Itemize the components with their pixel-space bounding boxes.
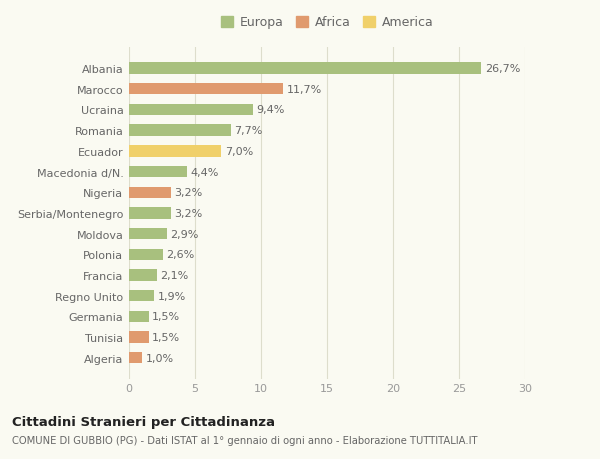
Text: 9,4%: 9,4% <box>256 105 285 115</box>
Text: 1,5%: 1,5% <box>152 312 180 322</box>
Text: 1,9%: 1,9% <box>157 291 185 301</box>
Text: 2,1%: 2,1% <box>160 270 188 280</box>
Bar <box>129 332 149 343</box>
Text: 1,0%: 1,0% <box>146 353 173 363</box>
Bar <box>129 187 171 198</box>
Text: 7,0%: 7,0% <box>224 146 253 157</box>
Bar <box>129 105 253 116</box>
Text: 2,6%: 2,6% <box>167 250 195 260</box>
Bar <box>129 125 230 136</box>
Bar <box>129 84 283 95</box>
Text: 11,7%: 11,7% <box>287 84 322 95</box>
Legend: Europa, Africa, America: Europa, Africa, America <box>215 11 439 34</box>
Bar <box>129 146 221 157</box>
Bar <box>129 167 187 178</box>
Text: 1,5%: 1,5% <box>152 332 180 342</box>
Bar <box>129 291 154 302</box>
Bar <box>129 311 149 322</box>
Text: COMUNE DI GUBBIO (PG) - Dati ISTAT al 1° gennaio di ogni anno - Elaborazione TUT: COMUNE DI GUBBIO (PG) - Dati ISTAT al 1°… <box>12 435 478 445</box>
Text: Cittadini Stranieri per Cittadinanza: Cittadini Stranieri per Cittadinanza <box>12 415 275 428</box>
Bar <box>129 63 481 74</box>
Bar <box>129 270 157 281</box>
Text: 3,2%: 3,2% <box>175 208 203 218</box>
Bar <box>129 229 167 240</box>
Bar <box>129 249 163 260</box>
Text: 4,4%: 4,4% <box>190 167 219 177</box>
Text: 2,9%: 2,9% <box>170 229 199 239</box>
Bar <box>129 353 142 364</box>
Bar <box>129 208 171 219</box>
Text: 7,7%: 7,7% <box>234 126 262 136</box>
Text: 26,7%: 26,7% <box>485 64 520 74</box>
Text: 3,2%: 3,2% <box>175 188 203 198</box>
